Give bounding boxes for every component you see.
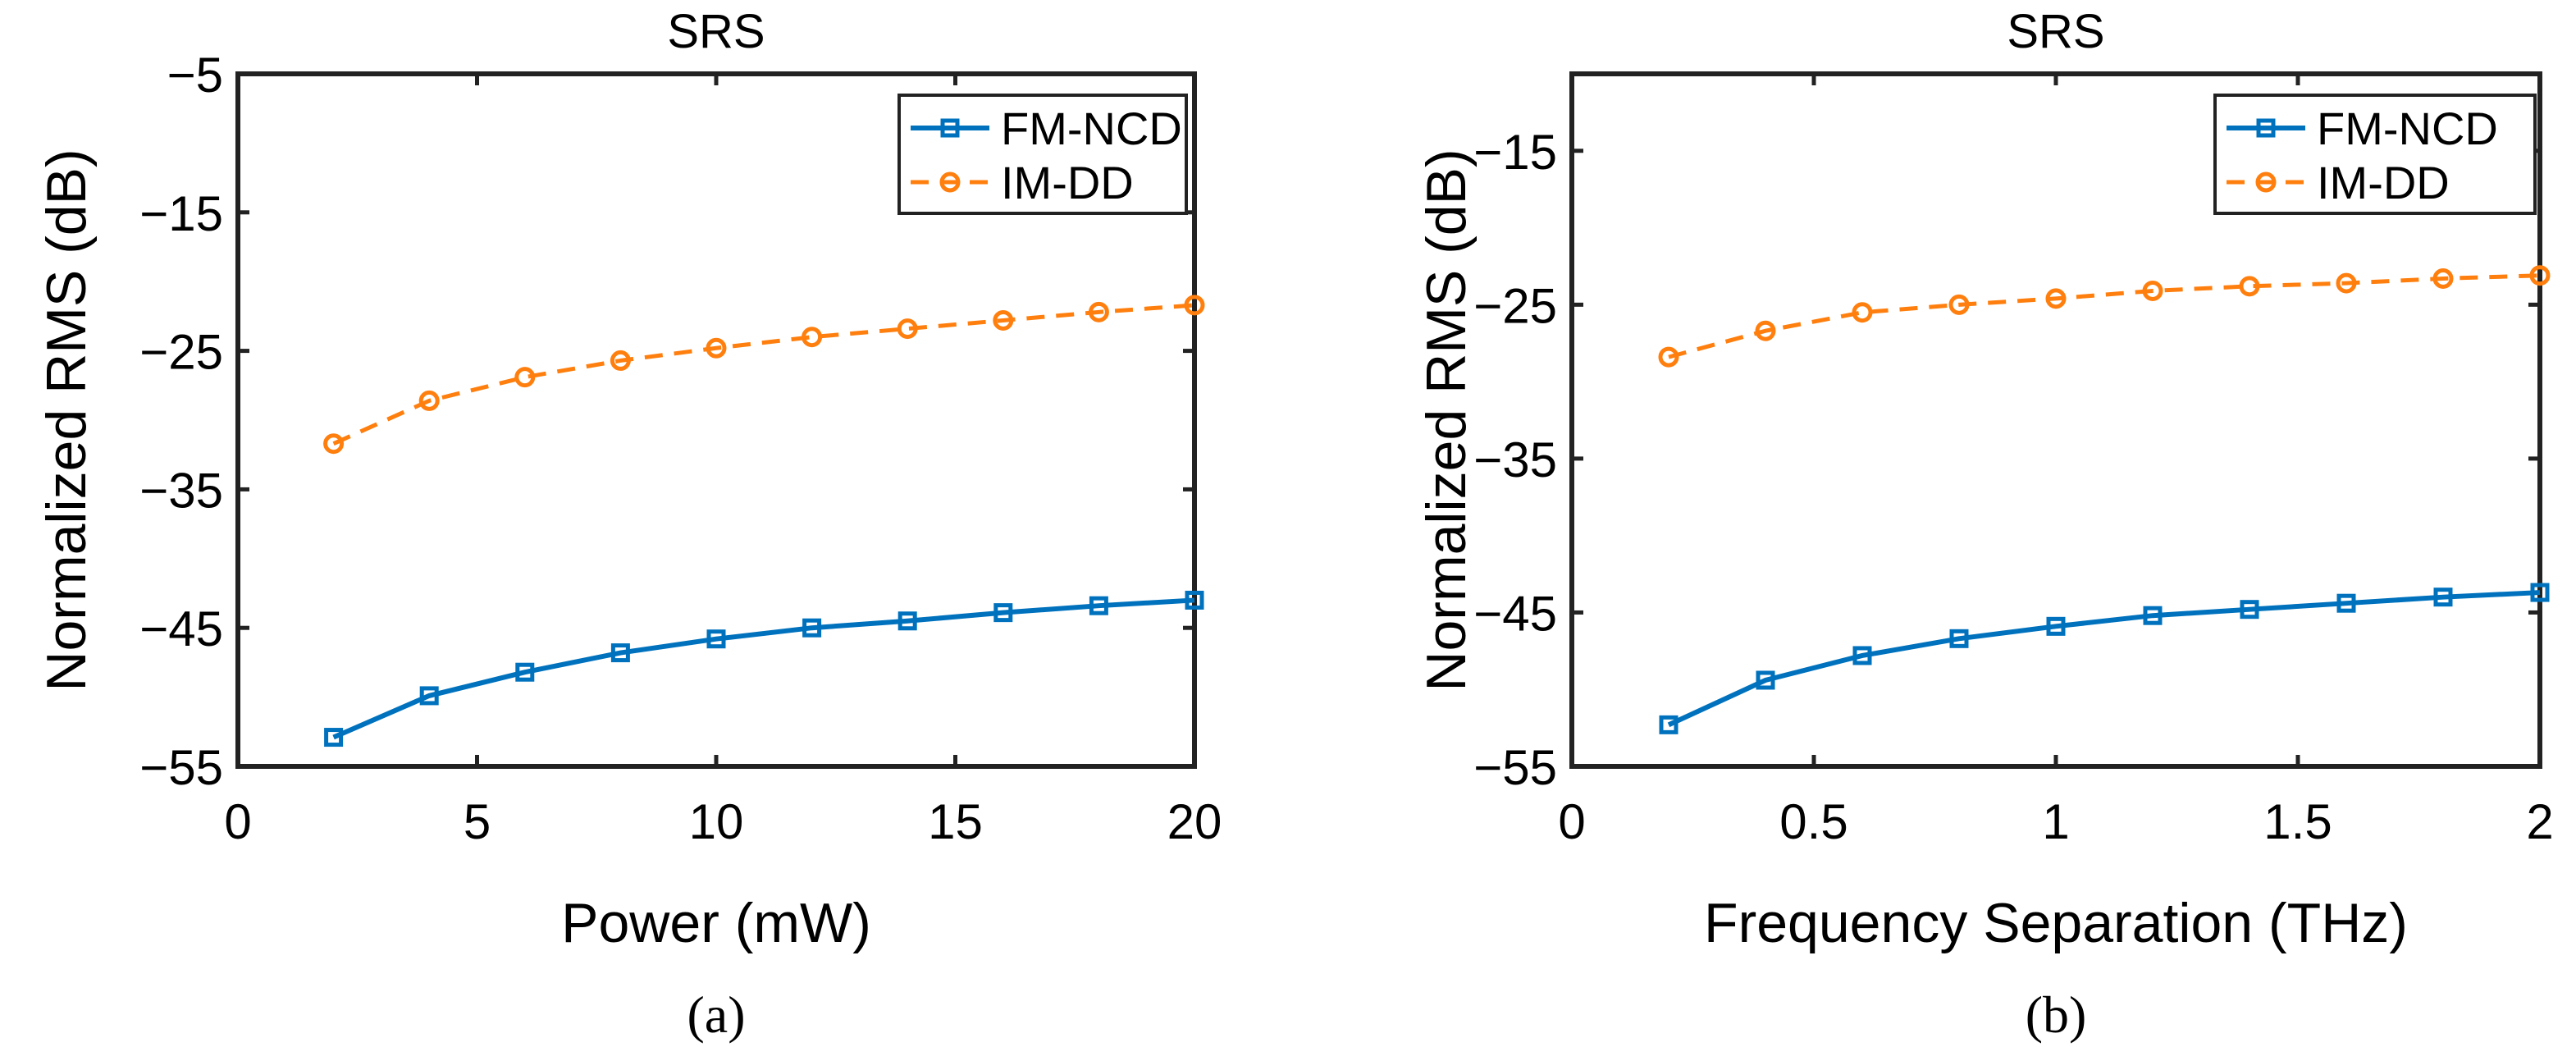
data-point-square [1852,646,1872,665]
data-point-square [610,643,630,663]
chart-panel-b: SRS 0 0.5 1 1.5 2 −55 −45 −35 −25 −15 Frequency Sep… [1415,5,2554,1044]
x-tick-label: 0 [1558,794,1585,849]
x-tick-label: 10 [689,794,744,849]
data-point-circle [514,367,536,388]
data-point-circle [1658,346,1679,368]
data-point-circle [1755,320,1776,341]
legend-label-im-dd: IM-DD [1001,157,1134,208]
legend-marker-square [2256,118,2276,138]
y-tick-label: −55 [1473,740,1557,795]
x-tick-label: 2 [2526,794,2553,849]
legend-marker-circle [2255,171,2277,193]
series-im-dd [323,295,1205,455]
data-point-square [2530,583,2550,602]
series-line [1668,273,2541,359]
series-fm-ncd [324,590,1204,748]
data-point-square [1185,590,1204,610]
data-point-circle [1852,302,1873,323]
data-point-circle [2045,288,2067,309]
data-point-circle [2336,272,2357,294]
data-point-square [419,686,439,706]
y-tick-label: −15 [139,186,223,241]
data-point-circle [610,350,631,371]
data-point-square [706,629,726,649]
legend-marker-square [940,118,960,138]
legend-box [2213,94,2537,215]
data-point-circle [802,327,823,348]
data-point-circle [1088,301,1109,322]
data-point-square [802,618,822,638]
x-tick-label: 5 [464,794,491,849]
x-tick-label: 0.5 [1779,794,1848,849]
x-tick-label: 1 [2042,794,2069,849]
data-point-square [897,611,917,631]
chart-title: SRS [2007,5,2104,58]
chart-panel-a: SRS 0 5 10 15 20 −55 −45 −35 −25 −15 −5 Power (mW) No… [35,5,1222,1044]
y-tick-label: −5 [167,48,223,103]
x-tick-label: 0 [224,794,251,849]
data-point-circle [2432,267,2454,289]
data-point-circle [1948,294,1970,315]
legend-label-im-dd: IM-DD [2317,157,2450,208]
data-point-square [2433,588,2453,607]
data-point-circle [897,318,918,340]
data-point-square [993,603,1013,623]
series-fm-ncd [1659,583,2550,734]
y-axis-label: Normalized RMS (dB) [1415,149,1478,691]
y-axis-label: Normalized RMS (dB) [35,149,98,691]
data-point-circle [418,390,440,411]
y-tick-label: −25 [1473,278,1557,333]
legend-marker-circle [939,171,961,193]
data-point-square [1756,670,1775,690]
panel-label: (a) [687,985,745,1044]
data-point-circle [2529,265,2551,286]
series-line [1667,590,2541,728]
y-tick-label: −55 [139,740,223,795]
chart-title: SRS [667,5,765,58]
x-axis-label: Power (mW) [561,892,871,954]
data-point-square [2240,600,2259,620]
data-point-square [1659,715,1679,734]
series-line [332,303,1195,446]
y-tick-label: −25 [139,325,223,380]
data-point-square [1949,629,1969,648]
y-tick-label: −35 [1473,432,1557,487]
data-point-circle [993,309,1014,331]
data-point-circle [2239,276,2260,297]
data-point-square [1089,596,1108,615]
data-point-square [324,728,344,748]
y-tick-label: −35 [139,463,223,518]
data-point-circle [1184,295,1205,316]
data-point-circle [706,337,727,359]
data-point-square [2336,593,2356,613]
panel-label: (b) [2026,985,2087,1044]
legend-label-fm-ncd: FM-NCD [2317,103,2498,154]
data-point-square [2143,606,2163,625]
legend-box [897,94,1188,215]
legend-label-fm-ncd: FM-NCD [1001,103,1182,154]
x-tick-label: 20 [1167,794,1222,849]
y-tick-label: −15 [1473,125,1557,180]
y-tick-label: −45 [1473,586,1557,641]
series-line [332,597,1195,740]
x-axis-label: Frequency Separation (THz) [1704,892,2408,954]
data-point-circle [323,433,345,455]
series-im-dd [1658,265,2551,368]
x-tick-label: 15 [928,794,983,849]
data-point-circle [2142,280,2163,301]
data-point-square [2046,616,2066,636]
data-point-square [515,662,535,682]
x-tick-label: 1.5 [2263,794,2332,849]
y-tick-label: −45 [139,601,223,656]
